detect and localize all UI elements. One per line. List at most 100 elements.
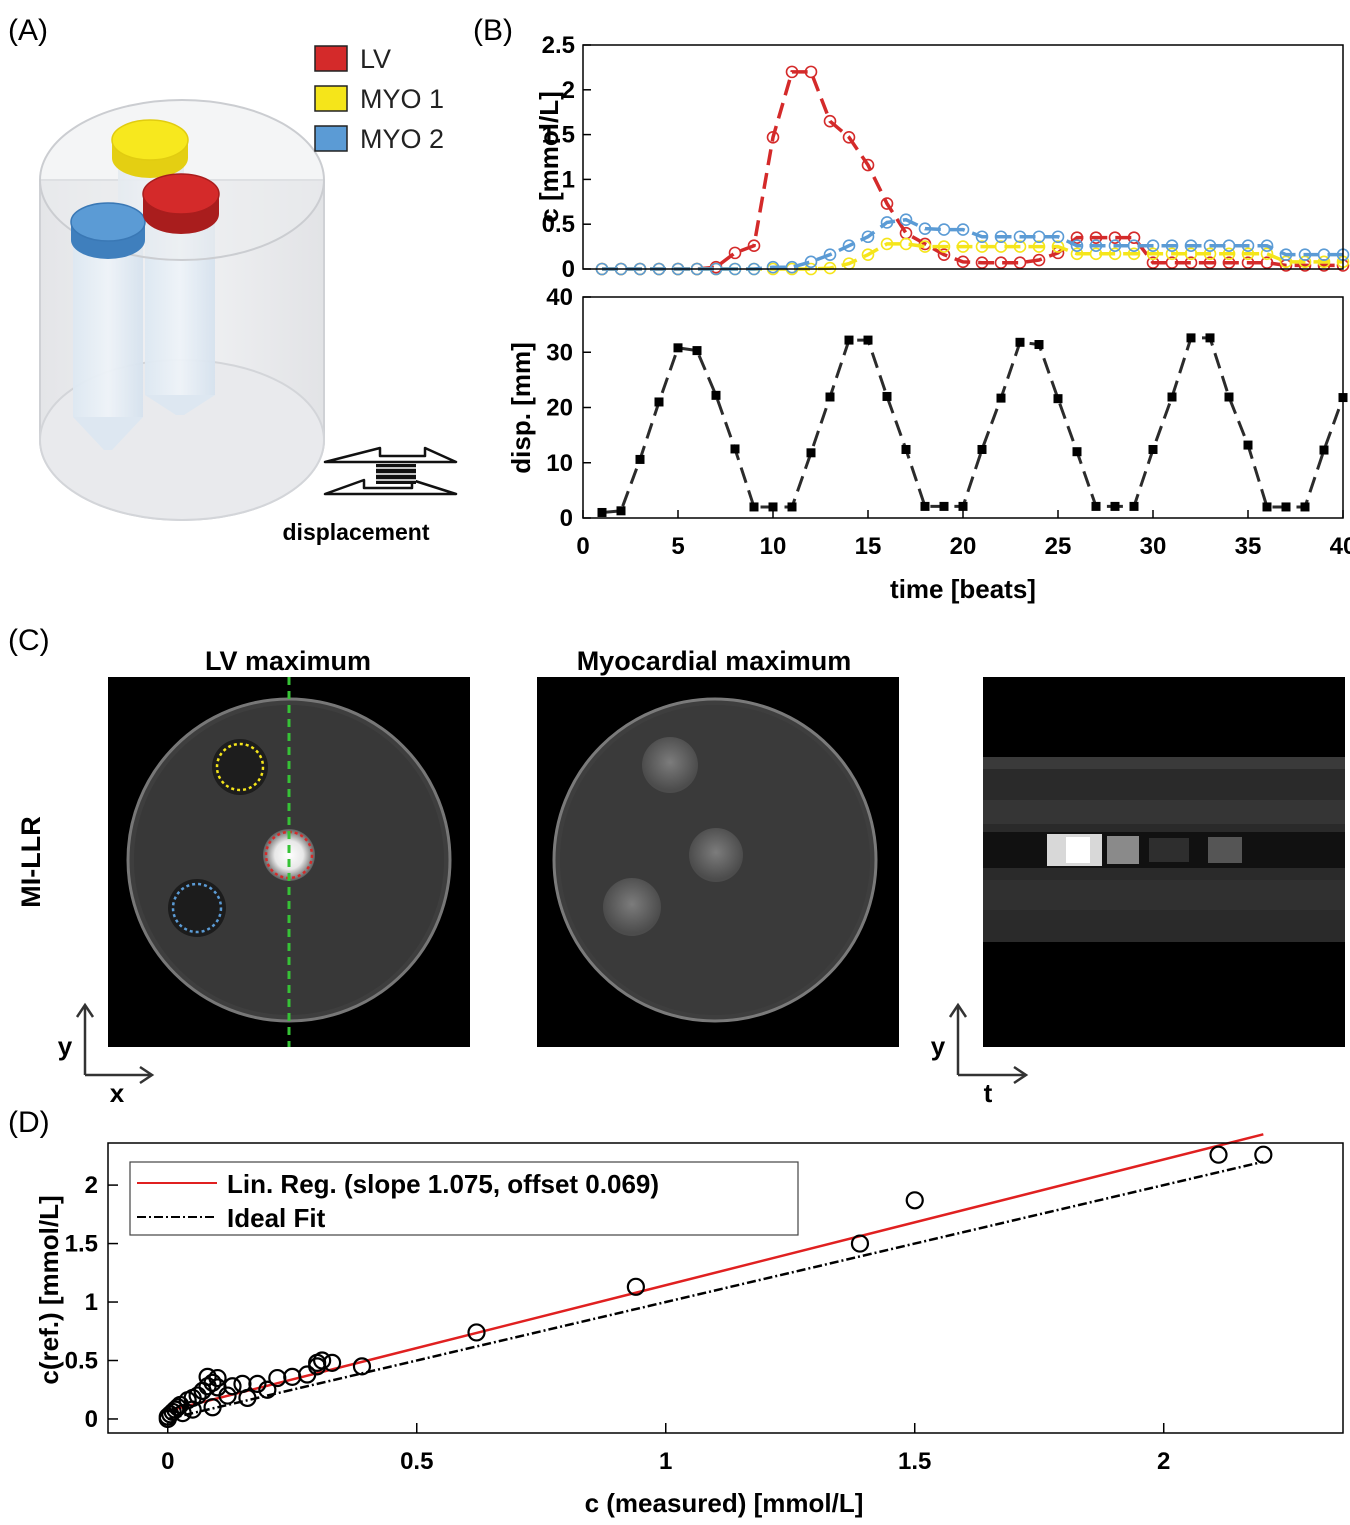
mi-llr-row-label: MI-LLR <box>16 816 46 907</box>
displacement-point <box>958 501 968 511</box>
displacement-point <box>920 501 930 511</box>
displacement-point <box>787 502 797 512</box>
point-myo2 <box>918 222 932 235</box>
point-myo1 <box>1222 247 1236 261</box>
point-lv <box>861 158 875 172</box>
point-myo2 <box>1127 239 1141 253</box>
displacement-point <box>825 392 835 402</box>
concentration-ytick: 2 <box>562 77 575 104</box>
displacement-ytick: 30 <box>546 339 573 366</box>
displacement-point <box>749 502 759 512</box>
displacement-point <box>616 506 626 516</box>
data-point <box>203 1398 222 1417</box>
displacement-xtick: 40 <box>1330 533 1350 560</box>
displacement-point <box>635 454 645 464</box>
data-point <box>1209 1145 1228 1164</box>
displacement-point <box>1148 444 1158 454</box>
point-myo1 <box>823 261 837 275</box>
displacement-point <box>654 397 664 407</box>
displacement-label: displacement <box>283 519 430 545</box>
displacement-point <box>730 444 740 454</box>
legend-swatch-myo2 <box>314 125 348 152</box>
cap-myo1 <box>111 119 189 178</box>
displacement-point <box>1015 337 1025 347</box>
data-point <box>467 1323 486 1342</box>
displacement-point <box>1091 501 1101 511</box>
point-lv <box>880 197 894 210</box>
ideal-fit-line <box>167 1160 1264 1421</box>
point-myo2 <box>937 223 951 236</box>
displacement-ytick: 0 <box>560 505 573 532</box>
image-axes-xy <box>75 1002 155 1085</box>
point-lv <box>956 255 970 269</box>
displacement-xtick: 30 <box>1140 533 1167 560</box>
point-lv <box>1222 256 1236 270</box>
displacement-ytick: 20 <box>546 395 573 422</box>
point-myo2 <box>994 230 1008 244</box>
point-myo2 <box>804 255 818 269</box>
regression-ytick: 1 <box>85 1289 98 1316</box>
myocardial-maximum-title: Myocardial maximum <box>577 646 852 676</box>
point-lv <box>1165 256 1179 270</box>
displacement-xtick: 35 <box>1235 533 1262 560</box>
displacement-xlabel: time [beats] <box>890 574 1036 604</box>
regression-xtick: 1 <box>659 1448 672 1475</box>
displacement-point <box>597 507 607 517</box>
point-myo1 <box>1165 247 1179 261</box>
myocardial-maximum-image <box>537 677 899 1047</box>
cap-lv <box>142 173 220 234</box>
point-myo2 <box>1032 230 1046 244</box>
legend-label-ideal: Ideal Fit <box>227 1203 326 1233</box>
displacement-point <box>1053 394 1063 404</box>
displacement-point <box>882 391 892 401</box>
data-point <box>313 1351 332 1370</box>
concentration-chart: 0 0.5 1 1.5 2 2.5 c [mmol/L] <box>534 32 1350 283</box>
data-point <box>352 1357 372 1376</box>
point-myo2 <box>1260 239 1274 253</box>
point-lv <box>937 248 951 261</box>
point-lv <box>766 130 780 144</box>
displacement-point <box>1224 392 1234 402</box>
point-myo2 <box>1298 248 1312 261</box>
displacement-chart: 0 10 20 30 40 0 5 10 15 20 25 30 35 40 disp. [mm] ti… <box>506 284 1350 604</box>
displacement-ytick: 10 <box>546 450 573 477</box>
data-point <box>208 1378 227 1397</box>
point-myo2 <box>1203 239 1217 253</box>
displacement-point <box>1281 502 1291 512</box>
regression-chart: 0 0.5 1 1.5 2 0 0.5 1 1.5 2 c(ref.) [mmol/L] c (… <box>34 1133 1344 1518</box>
point-lv <box>1203 256 1217 270</box>
point-myo1 <box>994 240 1008 253</box>
point-myo1 <box>956 240 970 253</box>
point-myo2 <box>1051 230 1065 244</box>
point-lv <box>975 256 989 270</box>
displacement-point <box>1205 333 1215 343</box>
roi-lv <box>264 830 314 880</box>
point-myo2 <box>880 216 894 229</box>
point-lv <box>842 130 856 144</box>
point-myo1 <box>1241 247 1255 261</box>
displacement-xtick: 20 <box>950 533 977 560</box>
point-myo2 <box>842 239 856 253</box>
point-lv <box>1089 231 1103 244</box>
displacement-point <box>977 444 987 454</box>
data-point <box>208 1368 227 1388</box>
displacement-xtick: 10 <box>760 533 787 560</box>
displacement-xtick: 25 <box>1045 533 1072 560</box>
panel-label-a: (A) <box>8 14 48 47</box>
data-point <box>905 1191 924 1210</box>
point-myo1 <box>1089 247 1103 261</box>
point-myo2 <box>823 248 837 261</box>
regression-xtick: 1.5 <box>898 1448 931 1475</box>
point-lv <box>1146 256 1160 270</box>
panel-label-d: (D) <box>8 1106 50 1139</box>
phantom-illustration <box>39 99 325 521</box>
tube-myo2 <box>73 232 143 417</box>
displacement-point <box>1262 502 1272 512</box>
point-myo1 <box>1013 240 1027 253</box>
displacement-point <box>1186 333 1196 343</box>
point-myo1 <box>1260 247 1274 261</box>
point-myo1 <box>1070 247 1084 261</box>
point-myo1 <box>1184 247 1198 261</box>
displacement-ylabel: disp. [mm] <box>506 342 536 473</box>
